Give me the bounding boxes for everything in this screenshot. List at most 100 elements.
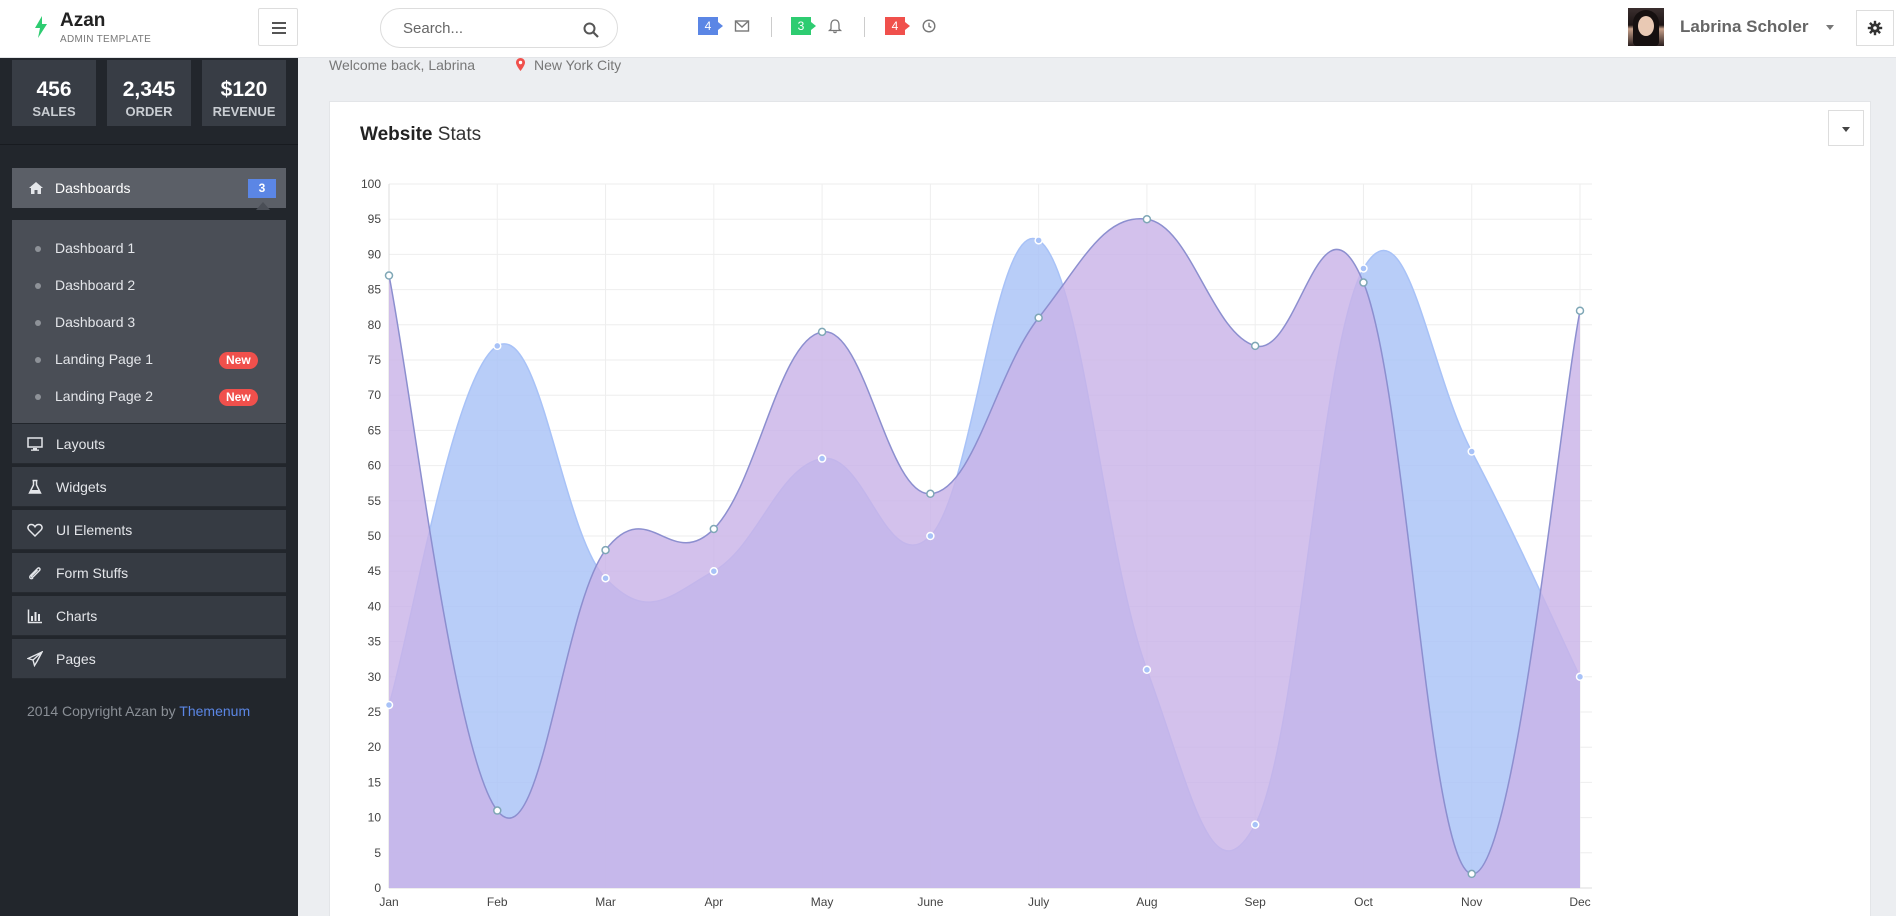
x-tick-label: July [1028, 895, 1049, 909]
bullet-icon [35, 246, 41, 252]
stat-label: SALES [32, 104, 76, 119]
x-tick-label: Feb [487, 895, 508, 909]
series-b-point [709, 524, 719, 534]
clock-icon [922, 19, 936, 33]
user-name: Labrina Scholer [1680, 17, 1809, 36]
y-tick-label: 60 [368, 459, 382, 473]
x-tick-label: May [811, 895, 834, 909]
stat-label: ORDER [125, 104, 173, 119]
x-tick-label: Apr [704, 895, 723, 909]
bullet-icon [35, 283, 41, 289]
tasks-count-badge: 4 [885, 17, 910, 35]
y-tick-label: 75 [368, 353, 382, 367]
panel-options-button[interactable] [1828, 110, 1864, 146]
messages-count-badge: 4 [698, 17, 723, 35]
chevron-down-icon [1826, 25, 1834, 30]
y-tick-label: 35 [368, 635, 382, 649]
search-input[interactable] [403, 18, 573, 38]
submenu-item-label: Dashboard 1 [55, 240, 136, 256]
settings-button[interactable] [1856, 10, 1894, 46]
series-b-point [601, 545, 610, 555]
y-tick-label: 30 [368, 670, 382, 684]
sidebar-item-charts[interactable]: Charts [12, 596, 286, 636]
search-icon[interactable] [583, 22, 599, 38]
sidebar-item-widgets[interactable]: Widgets [12, 467, 286, 507]
stat-label: REVENUE [212, 104, 276, 119]
series-a-point [1250, 820, 1260, 829]
active-indicator [256, 202, 270, 210]
series-a-point [493, 341, 502, 351]
dashboards-submenu: Dashboard 1 Dashboard 2 Dashboard 3 Land… [12, 220, 286, 423]
sidebar-item-pages[interactable]: Pages [12, 639, 286, 679]
monitor-icon [27, 437, 43, 451]
x-tick-label: Nov [1461, 895, 1482, 909]
series-b-point [1467, 869, 1476, 879]
sidebar-item-label: Dashboards [55, 180, 131, 196]
search-box [380, 8, 618, 48]
sidebar-toggle-button[interactable] [258, 8, 298, 46]
submenu-item-label: Dashboard 3 [55, 314, 136, 330]
sidebar-item-label: UI Elements [56, 522, 133, 538]
x-tick-label: Aug [1136, 895, 1157, 909]
divider [0, 144, 298, 145]
new-badge: New [219, 352, 258, 369]
series-a-point [384, 700, 394, 710]
sidebar-item-ui-elements[interactable]: UI Elements [12, 510, 286, 550]
themenum-link[interactable]: Themenum [179, 703, 251, 719]
x-tick-label: Oct [1354, 895, 1373, 909]
stat-order: 2,345 ORDER [107, 60, 191, 126]
submenu-item-dashboard-2[interactable]: Dashboard 2 [12, 271, 286, 301]
stat-sales: 456 SALES [12, 60, 96, 126]
envelope-icon [734, 20, 750, 32]
location-text: New York City [534, 57, 622, 73]
brand-subtitle: ADMIN TEMPLATE [60, 34, 152, 45]
sidebar-item-form-stuffs[interactable]: Form Stuffs [12, 553, 286, 593]
x-tick-label: Dec [1569, 895, 1590, 909]
paperclip-icon [29, 567, 41, 580]
submenu-item-dashboard-1[interactable]: Dashboard 1 [12, 234, 286, 264]
y-tick-label: 0 [374, 881, 381, 895]
y-tick-label: 85 [368, 283, 382, 297]
submenu-item-landing-page-1[interactable]: Landing Page 1 New [12, 345, 286, 375]
x-tick-label: Mar [595, 895, 616, 909]
x-tick-label: June [917, 895, 943, 909]
submenu-item-label: Landing Page 1 [55, 351, 154, 367]
top-navbar: Azan ADMIN TEMPLATE 4 3 4 Labrina Schole… [0, 0, 1896, 58]
sidebar-item-layouts[interactable]: Layouts [12, 424, 286, 464]
sidebar: 456 SALES 2,345 ORDER $120 REVENUE Dashb… [0, 58, 298, 916]
submenu-item-landing-page-2[interactable]: Landing Page 2 New [12, 382, 286, 412]
caret-down-icon [1842, 127, 1850, 132]
y-tick-label: 5 [374, 846, 381, 860]
series-a-point [709, 566, 719, 576]
home-icon [29, 182, 43, 194]
copyright-label: 2014 Copyright Azan by [27, 703, 176, 719]
series-b-point [1142, 214, 1152, 224]
series-b-point [1250, 341, 1260, 351]
submenu-item-dashboard-3[interactable]: Dashboard 3 [12, 308, 286, 338]
series-a-point [601, 573, 610, 583]
series-b-line [388, 218, 1581, 875]
y-tick-label: 55 [368, 494, 382, 508]
paper-plane-icon [27, 651, 43, 667]
bar-chart-icon [27, 609, 42, 624]
copyright-text: 2014 Copyright Azan by Themenum [27, 703, 250, 719]
stat-value: 2,345 [122, 78, 176, 101]
heart-icon [27, 523, 43, 538]
sidebar-item-dashboards[interactable]: Dashboards 3 [12, 168, 286, 210]
divider [771, 17, 772, 37]
y-tick-label: 20 [368, 740, 382, 754]
brand-name: Azan [60, 10, 106, 31]
x-tick-label: Jan [379, 895, 398, 909]
series-a-point [1575, 672, 1585, 682]
series-a-point [1359, 264, 1368, 273]
panel-title: Website Stats [360, 124, 481, 146]
series-b-point [384, 271, 394, 280]
bullet-icon [35, 357, 41, 363]
series-b-point [1575, 306, 1585, 315]
submenu-item-label: Dashboard 2 [55, 277, 136, 293]
count-badge: 3 [248, 179, 276, 198]
sidebar-item-label: Layouts [56, 436, 106, 452]
series-b-point [1034, 313, 1043, 323]
series-a-point [926, 531, 935, 541]
alerts-count-badge: 3 [791, 17, 816, 35]
